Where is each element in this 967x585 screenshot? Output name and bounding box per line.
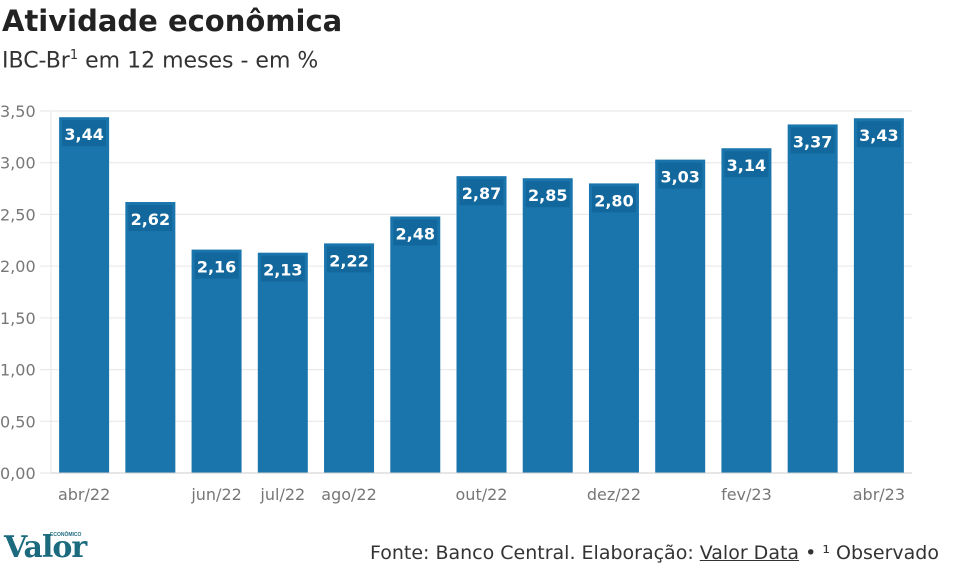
data-label-bg — [62, 120, 107, 147]
data-label-bg — [591, 186, 636, 213]
x-tick-label: jun/22 — [190, 485, 241, 504]
data-label-bg — [790, 127, 835, 154]
data-label: 3,43 — [859, 126, 898, 145]
footer-source: Fonte: Banco Central. Elaboração: Valor … — [369, 542, 939, 564]
data-label-bg — [658, 162, 703, 189]
data-label: 2,48 — [396, 224, 435, 243]
data-label: 2,62 — [131, 210, 170, 229]
data-label: 2,85 — [528, 186, 567, 205]
data-label: 3,44 — [64, 125, 103, 144]
x-tick-label: jul/22 — [259, 485, 305, 504]
y-tick-label: 2,50 — [0, 205, 36, 224]
bar — [59, 117, 110, 473]
chart-subtitle: IBC-Br1 em 12 meses - em % — [2, 48, 319, 74]
bar — [853, 118, 904, 474]
data-label-bg — [525, 181, 570, 208]
x-tick-label: abr/23 — [853, 485, 905, 504]
bar — [191, 249, 242, 473]
x-tick-label: abr/22 — [58, 485, 110, 504]
data-label-bg — [724, 151, 769, 178]
data-label-bg — [260, 255, 305, 282]
bar — [588, 183, 639, 473]
bar — [522, 178, 573, 473]
data-label: 3,37 — [793, 132, 832, 151]
bar — [125, 202, 176, 473]
bar — [456, 176, 507, 473]
data-label: 2,80 — [594, 191, 633, 210]
data-label-bg — [194, 252, 239, 279]
data-label: 2,22 — [329, 251, 368, 270]
data-label: 2,13 — [263, 261, 302, 280]
x-tick-label: fev/23 — [721, 485, 772, 504]
data-label: 3,14 — [727, 156, 766, 175]
x-tick-label: ago/22 — [321, 485, 377, 504]
bar — [787, 124, 838, 474]
x-tick-label: dez/22 — [587, 485, 641, 504]
data-label: 2,16 — [197, 258, 236, 277]
y-tick-label: 2,00 — [0, 257, 36, 276]
bar-chart: 0,00 0,50 1,00 1,50 2,00 2,50 3,00 3,50 3,44 abr/… — [0, 102, 912, 504]
data-label: 2,87 — [462, 184, 501, 203]
data-label: 3,03 — [660, 168, 699, 187]
y-tick-label: 1,50 — [0, 309, 36, 328]
y-tick-label: 1,00 — [0, 361, 36, 380]
data-label-bg — [459, 179, 504, 206]
chart-title: Atividade econômica — [2, 4, 343, 38]
x-tick-label: out/22 — [456, 485, 508, 504]
valor-data-link[interactable]: Valor Data — [699, 542, 800, 564]
valor-logo: Valor ECONÔMICO — [4, 530, 87, 565]
bar — [390, 216, 441, 474]
data-label-bg — [393, 219, 438, 246]
data-label-bg — [327, 246, 372, 273]
y-tick-label: 3,50 — [0, 102, 36, 121]
y-tick-label: 0,00 — [0, 464, 36, 483]
data-label-bg — [856, 121, 901, 148]
bar — [721, 148, 772, 473]
bar — [655, 159, 706, 473]
bar — [257, 252, 308, 473]
y-tick-label: 3,00 — [0, 154, 36, 173]
data-label-bg — [128, 205, 173, 232]
y-tick-label: 0,50 — [0, 412, 36, 431]
bar — [324, 243, 375, 473]
